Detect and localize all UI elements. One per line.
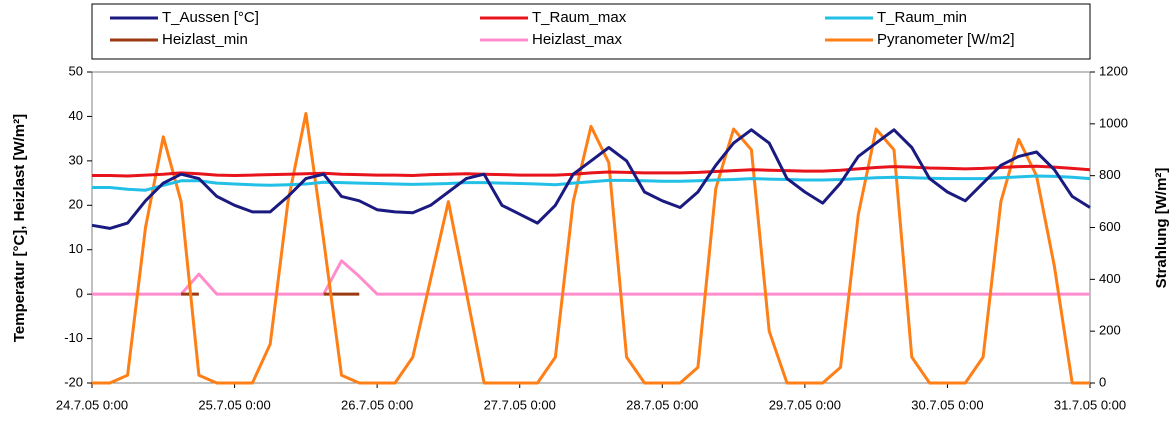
x-tick-label: 25.7.05 0:00 <box>198 397 270 412</box>
x-tick-label: 29.7.05 0:00 <box>769 397 841 412</box>
series-line <box>92 259 1090 296</box>
legend-label: Pyranometer [W/m2] <box>877 31 1015 48</box>
y2-tick-label: 200 <box>1099 323 1121 338</box>
y-tick-label: 0 <box>76 286 83 301</box>
x-tick-label: 28.7.05 0:00 <box>626 397 698 412</box>
x-tick-label: 30.7.05 0:00 <box>911 397 983 412</box>
x-tick-label: 31.7.05 0:00 <box>1054 397 1126 412</box>
x-tick-label: 26.7.05 0:00 <box>341 397 413 412</box>
y2-tick-label: 1200 <box>1099 63 1128 78</box>
series-line <box>92 112 1090 385</box>
legend-label: Heizlast_max <box>532 31 623 48</box>
y-tick-label: 50 <box>69 63 83 78</box>
x-tick-label: 27.7.05 0:00 <box>484 397 556 412</box>
legend-box <box>91 3 1091 60</box>
y-tick-label: 20 <box>69 197 83 212</box>
y-tick-label: 40 <box>69 108 83 123</box>
series-line <box>91 128 1091 230</box>
y-tick-label: -20 <box>64 374 83 389</box>
y2-axis-label: Strahlung [W/m²] <box>1153 168 1170 289</box>
legend-label: T_Raum_min <box>877 9 967 26</box>
y-tick-label: 10 <box>69 241 83 256</box>
legend-label: T_Aussen [°C] <box>162 9 259 26</box>
y2-tick-label: 0 <box>1099 374 1106 389</box>
y-axis-label: Temperatur [°C], Heizlast [W/m²] <box>11 114 28 342</box>
y-tick-label: -10 <box>64 330 83 345</box>
plot-area <box>91 71 1091 384</box>
y2-tick-label: 800 <box>1099 167 1121 182</box>
x-tick-label: 24.7.05 0:00 <box>56 397 128 412</box>
y2-tick-label: 400 <box>1099 271 1121 286</box>
series-line <box>92 174 1091 192</box>
legend-label: Heizlast_min <box>162 31 248 48</box>
y2-tick-label: 600 <box>1099 219 1121 234</box>
legend-label: T_Raum_max <box>532 9 627 26</box>
y-tick-label: 30 <box>69 152 83 167</box>
y2-tick-label: 1000 <box>1099 115 1128 130</box>
